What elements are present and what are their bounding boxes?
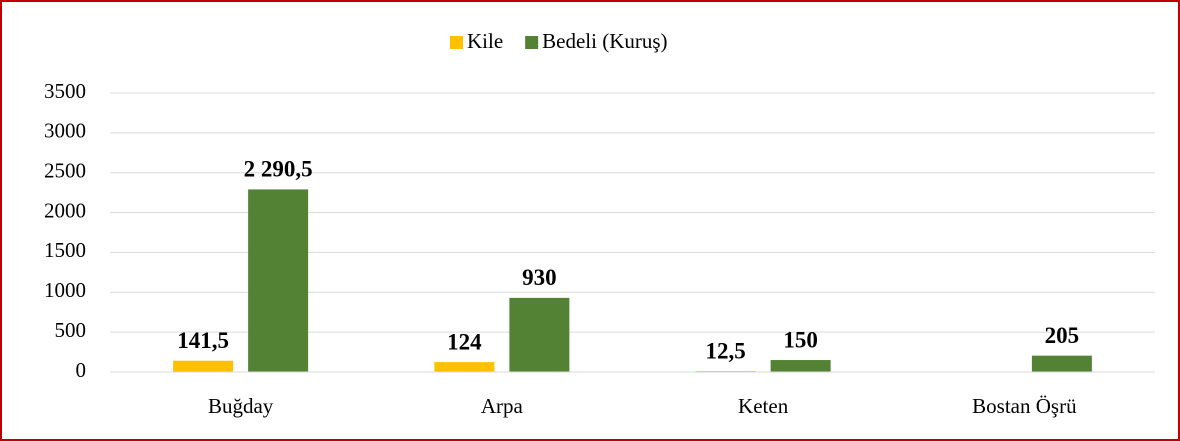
x-tick-label: Bostan Öşrü <box>972 394 1077 418</box>
legend-label: Bedeli (Kuruş) <box>542 29 667 53</box>
y-tick-label: 2500 <box>44 159 86 183</box>
y-tick-label: 0 <box>76 358 87 382</box>
legend-swatch <box>525 36 539 49</box>
data-label: 930 <box>522 265 557 290</box>
bar <box>770 360 831 372</box>
data-label: 124 <box>447 329 482 354</box>
y-tick-label: 3500 <box>44 79 86 103</box>
data-label: 2 290,5 <box>244 157 313 182</box>
x-tick-label: Arpa <box>481 394 524 418</box>
bar <box>1031 355 1092 372</box>
x-tick-label: Buğday <box>208 394 274 418</box>
bar <box>173 360 234 372</box>
legend-label: Kile <box>467 29 503 53</box>
legend-swatch <box>450 36 463 49</box>
data-label: 205 <box>1045 323 1080 348</box>
y-tick-label: 1000 <box>44 278 86 302</box>
y-tick-label: 2000 <box>44 198 86 222</box>
y-tick-label: 1500 <box>44 238 86 262</box>
bar <box>509 297 570 372</box>
data-label: 141,5 <box>177 328 229 353</box>
bar <box>434 362 495 372</box>
x-tick-label: Keten <box>738 394 789 418</box>
y-tick-label: 3000 <box>44 119 86 143</box>
y-tick-label: 500 <box>55 318 87 342</box>
data-label: 150 <box>783 327 818 352</box>
bar <box>248 189 309 372</box>
data-label: 12,5 <box>706 338 746 363</box>
